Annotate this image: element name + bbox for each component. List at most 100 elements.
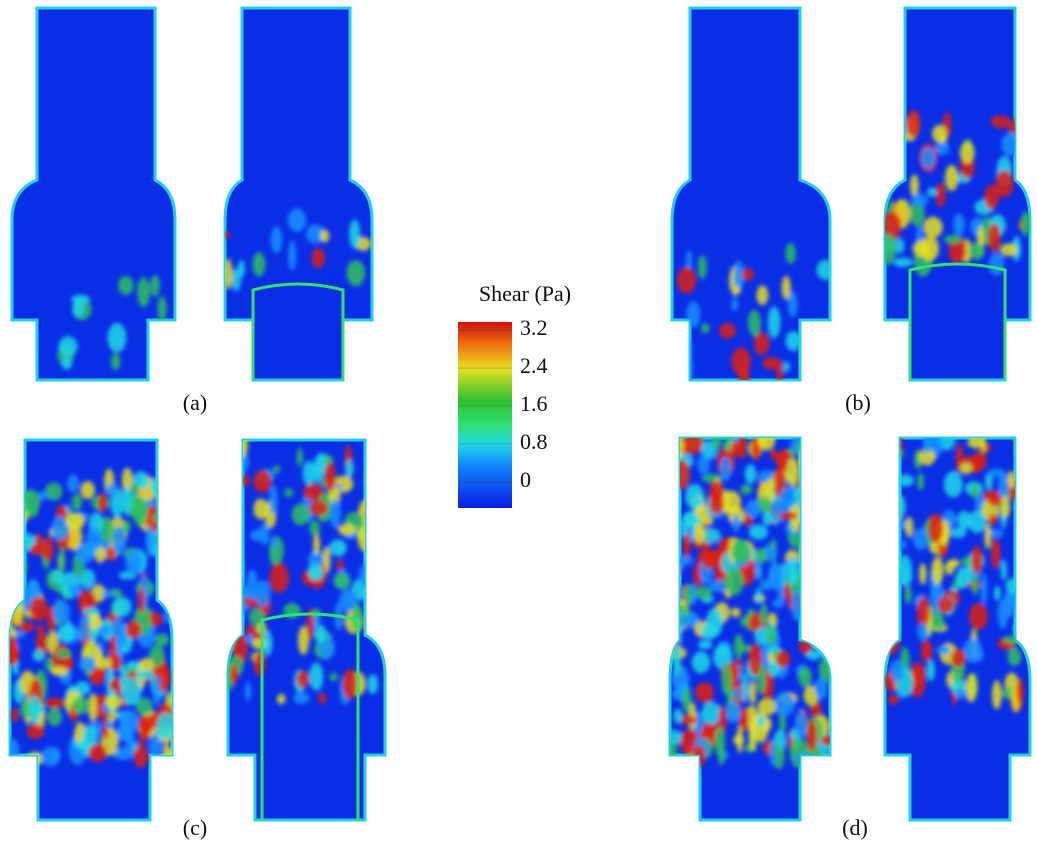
shear-patch (317, 452, 326, 476)
shear-patch (685, 484, 704, 509)
shear-patch (11, 499, 18, 508)
shear-patch (961, 557, 970, 566)
shear-patch (137, 277, 150, 307)
shear-patch (7, 485, 18, 510)
shear-patch (224, 511, 238, 539)
shear-patch (126, 550, 143, 575)
shear-patch (309, 521, 320, 536)
shear-patch (706, 608, 723, 637)
shear-patch (1003, 635, 1020, 644)
colorbar-tick-label: 0.8 (520, 429, 548, 454)
shear-patch (1021, 211, 1031, 236)
shear-patch (749, 680, 756, 705)
shear-patch (121, 677, 141, 705)
shear-patch (819, 569, 829, 599)
shear-patch (980, 436, 986, 452)
shear-patch (734, 287, 740, 295)
shear-patch (913, 528, 928, 550)
shear-patch (666, 549, 679, 579)
panel-label: (b) (845, 390, 871, 415)
shear-patch (800, 498, 817, 512)
shear-patch (303, 484, 322, 501)
shear-patch (136, 670, 154, 680)
shear-patch (921, 148, 936, 169)
shear-patch (115, 748, 133, 760)
shear-patch (309, 501, 327, 516)
shear-patch (927, 660, 935, 681)
shear-patch (669, 469, 677, 485)
shear-patch (61, 358, 72, 370)
shear-patch (330, 499, 341, 528)
shear-patch (960, 463, 972, 475)
shear-patch (74, 741, 91, 750)
shear-patch (12, 595, 24, 626)
shear-patch (1001, 133, 1019, 157)
shear-patch (911, 194, 928, 206)
shear-patch (821, 441, 829, 459)
shear-patch (143, 722, 150, 738)
shear-patch (333, 573, 350, 589)
shear-patch (971, 546, 983, 574)
shear-patch (887, 485, 896, 508)
shear-patch (123, 486, 132, 516)
shear-patch (813, 547, 821, 560)
shear-patch (53, 600, 71, 623)
shear-patch (7, 527, 19, 559)
shear-patch (679, 614, 698, 629)
shear-patch (296, 671, 309, 688)
shear-patch (927, 187, 936, 196)
shear-patch (880, 502, 900, 531)
shear-patch (786, 243, 796, 264)
shear-patch (748, 310, 761, 336)
shear-patch (65, 513, 85, 530)
shear-patch (878, 647, 895, 655)
shear-patch (819, 456, 835, 487)
colorbar (458, 322, 512, 508)
shear-patch (969, 603, 988, 630)
shear-patch (742, 268, 754, 280)
shear-patch (683, 533, 691, 558)
shear-patch (762, 512, 772, 526)
shear-patch (27, 752, 43, 766)
shear-patch (254, 652, 266, 676)
shear-patch (369, 545, 383, 559)
shear-patch (816, 489, 827, 500)
flow-domain (225, 8, 372, 380)
shear-patch (673, 709, 682, 724)
shear-patch (730, 441, 739, 456)
shear-patch (697, 455, 710, 474)
shear-patch (73, 299, 84, 317)
shear-patch (968, 511, 986, 533)
shear-patch (47, 708, 61, 727)
shear-patch (801, 497, 820, 513)
shear-patch (329, 539, 347, 556)
shear-patch (273, 465, 280, 473)
shear-patch (105, 721, 113, 730)
shear-patch (55, 649, 71, 659)
shear-patch (737, 725, 743, 753)
shear-patch (153, 676, 161, 705)
shear-patch (288, 209, 307, 232)
panel-label: (d) (842, 815, 868, 840)
shear-patch (698, 255, 707, 279)
panel-label: (c) (183, 815, 207, 840)
shear-patch (224, 258, 233, 289)
shear-patch (825, 536, 832, 546)
shear-patch (669, 349, 687, 381)
shear-patch (991, 115, 1011, 128)
shear-patch (821, 735, 834, 745)
shear-patch (120, 710, 139, 732)
shear-patch (746, 500, 761, 519)
shear-patch (76, 543, 94, 563)
colorbar-tick-label: 3.2 (520, 315, 548, 340)
shear-patch (920, 236, 939, 261)
shear-patch (253, 252, 266, 277)
shear-patch (161, 572, 170, 592)
shear-patch (666, 535, 678, 559)
shear-patch (972, 573, 979, 595)
shear-patch (822, 551, 829, 569)
shear-patch (988, 495, 1001, 506)
shear-patch (818, 528, 832, 558)
shear-patch (712, 431, 722, 450)
shear-patch (1013, 623, 1027, 634)
